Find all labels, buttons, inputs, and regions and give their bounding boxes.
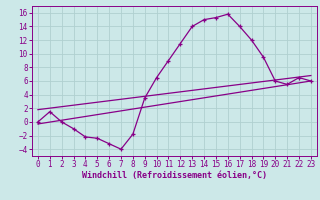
X-axis label: Windchill (Refroidissement éolien,°C): Windchill (Refroidissement éolien,°C) — [82, 171, 267, 180]
